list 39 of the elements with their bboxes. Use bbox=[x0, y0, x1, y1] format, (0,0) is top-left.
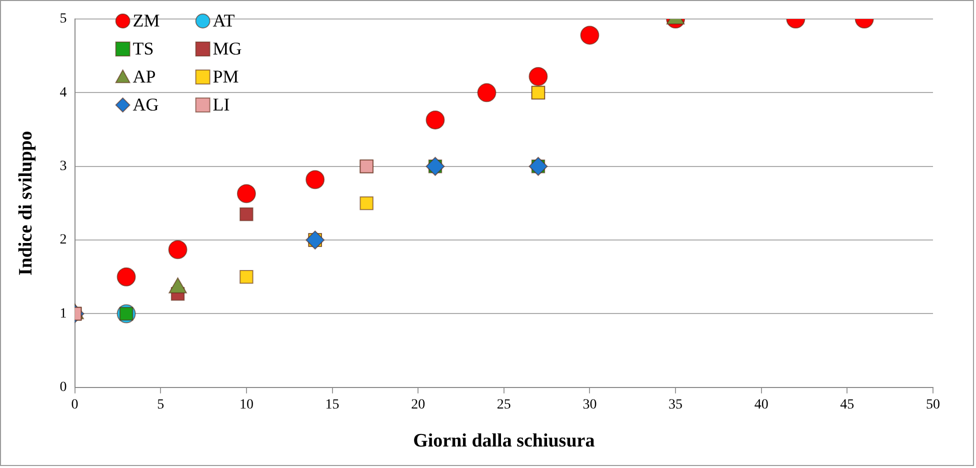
point bbox=[240, 207, 254, 222]
legend-label: TS bbox=[132, 38, 154, 59]
x-tick-label: 40 bbox=[754, 397, 768, 412]
point bbox=[306, 230, 325, 250]
x-tick-label: 30 bbox=[582, 397, 597, 412]
legend-label: PM bbox=[212, 66, 239, 87]
point bbox=[528, 66, 548, 86]
legend-label: LI bbox=[212, 94, 230, 115]
legend-label: ZM bbox=[132, 10, 160, 31]
x-tick-label: 35 bbox=[668, 397, 683, 412]
point bbox=[360, 196, 374, 210]
legend-label: AT bbox=[212, 10, 235, 31]
x-tick-label: 50 bbox=[926, 397, 940, 412]
x-tick-label: 45 bbox=[840, 397, 854, 412]
y-tick-label: 5 bbox=[60, 12, 67, 27]
x-tick-label: 5 bbox=[157, 397, 164, 412]
point bbox=[168, 240, 188, 260]
y-tick-label: 0 bbox=[60, 380, 67, 396]
legend-label: AG bbox=[132, 94, 159, 115]
y-tick-label: 1 bbox=[60, 306, 67, 322]
point bbox=[426, 110, 445, 130]
x-tick-label: 20 bbox=[411, 397, 426, 412]
x-tick-label: 0 bbox=[71, 397, 78, 412]
point bbox=[116, 267, 136, 286]
x-tick-label: 10 bbox=[239, 397, 254, 412]
y-tick-label: 3 bbox=[60, 159, 67, 174]
y-axis-title: Indice di sviluppo bbox=[15, 130, 36, 276]
y-tick-label: 4 bbox=[60, 85, 67, 100]
y-tick-label: 2 bbox=[60, 232, 67, 248]
point bbox=[477, 83, 496, 102]
point bbox=[240, 270, 254, 284]
x-tick-label: 15 bbox=[325, 397, 340, 412]
legend-label: AP bbox=[132, 66, 156, 87]
legend-label: MG bbox=[212, 38, 242, 59]
point bbox=[306, 170, 325, 190]
x-tick-label: 25 bbox=[496, 397, 511, 412]
x-axis-title: Giorni dalla schiusura bbox=[413, 430, 596, 452]
point bbox=[236, 184, 256, 204]
point bbox=[580, 26, 600, 45]
